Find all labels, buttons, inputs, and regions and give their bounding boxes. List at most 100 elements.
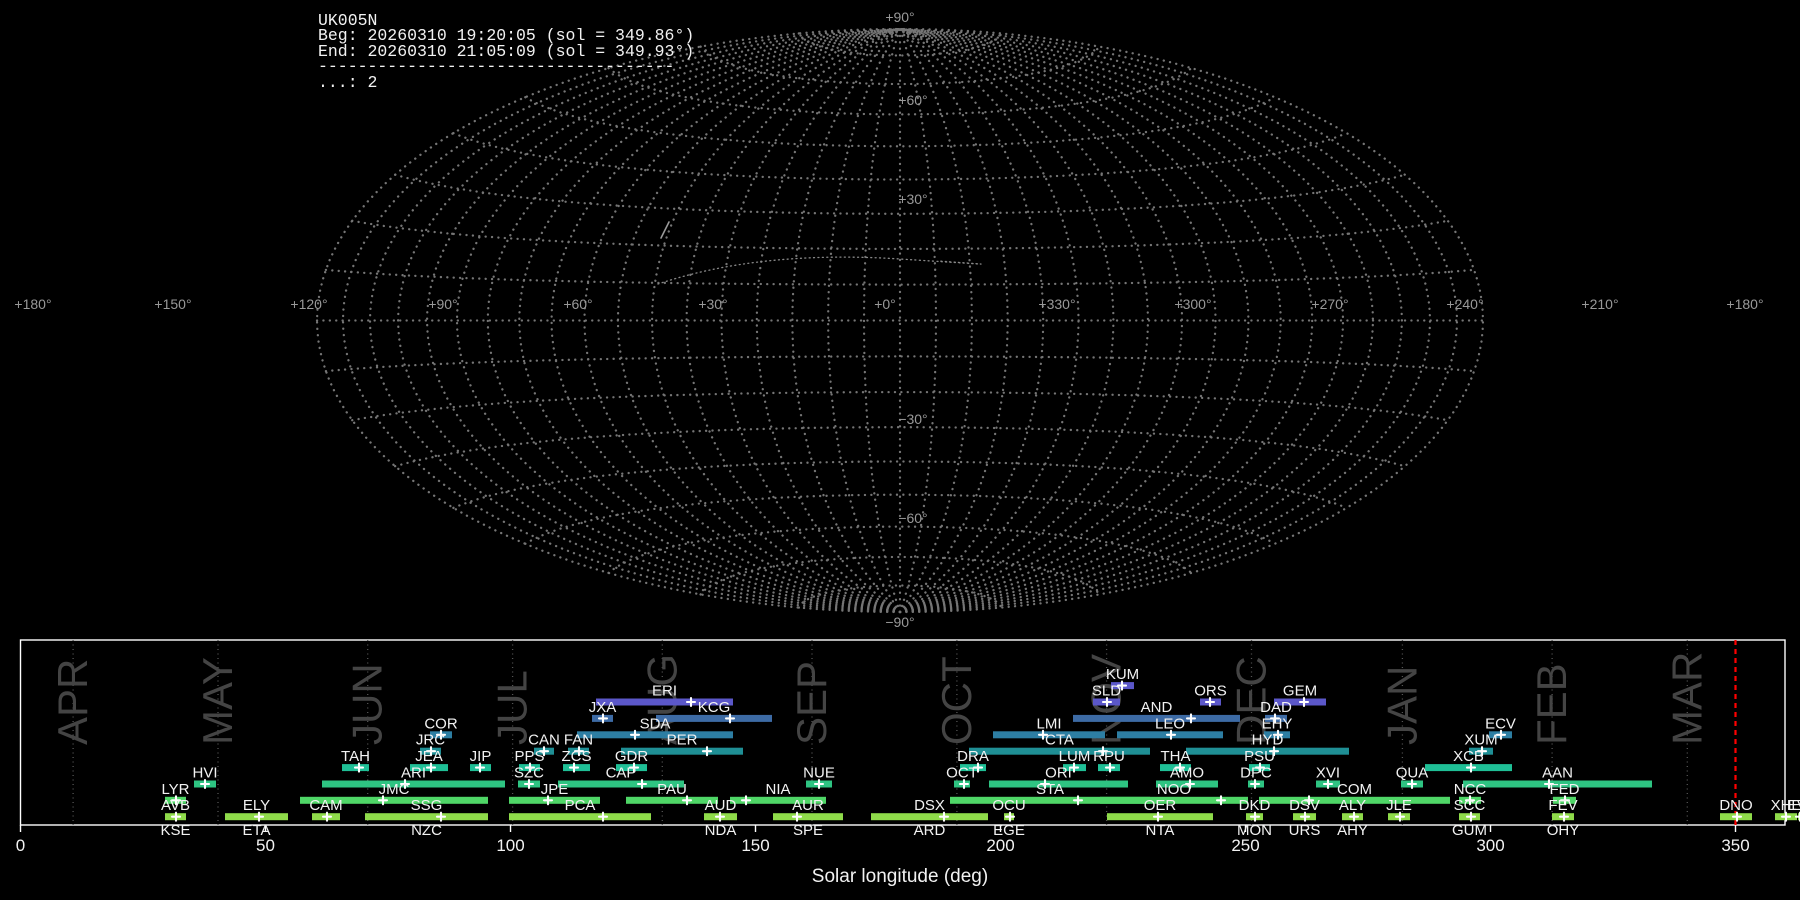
svg-text:SSG: SSG	[411, 797, 443, 814]
svg-text:Solar longitude (deg): Solar longitude (deg)	[812, 866, 988, 887]
svg-text:AND: AND	[1141, 699, 1173, 716]
svg-text:KUM: KUM	[1106, 666, 1139, 683]
svg-text:FEB: FEB	[1528, 663, 1575, 745]
svg-text:URS: URS	[1289, 822, 1321, 839]
svg-text:0: 0	[16, 836, 25, 855]
svg-text:ARI: ARI	[401, 765, 426, 782]
svg-text:150: 150	[741, 836, 769, 855]
svg-text:ELY: ELY	[243, 797, 270, 814]
svg-text:SEP: SEP	[788, 661, 835, 745]
svg-text:DPC: DPC	[1240, 765, 1272, 782]
svg-text:AAN: AAN	[1542, 765, 1573, 782]
svg-text:KCG: KCG	[698, 699, 731, 716]
svg-text:KSE: KSE	[160, 822, 190, 839]
svg-text:ZCS: ZCS	[562, 748, 592, 765]
svg-text:JIP: JIP	[470, 748, 492, 765]
svg-text:NCC: NCC	[1454, 781, 1487, 798]
svg-text:ORI: ORI	[1045, 765, 1072, 782]
svg-text:CAN: CAN	[528, 732, 560, 749]
svg-text:ECV: ECV	[1485, 715, 1516, 732]
svg-text:EGE: EGE	[993, 822, 1025, 839]
svg-text:XCB: XCB	[1453, 748, 1484, 765]
svg-text:SCC: SCC	[1454, 797, 1486, 814]
svg-text:ALY: ALY	[1339, 797, 1366, 814]
svg-text:ORS: ORS	[1194, 683, 1227, 700]
svg-text:CTA: CTA	[1045, 732, 1074, 749]
svg-text:PAU: PAU	[657, 781, 687, 798]
svg-text:AMO: AMO	[1170, 765, 1204, 782]
svg-text:DSX: DSX	[914, 797, 945, 814]
svg-text:PER: PER	[667, 732, 698, 749]
svg-text:LEO: LEO	[1155, 715, 1185, 732]
svg-text:OHY: OHY	[1547, 822, 1580, 839]
svg-text:EHY: EHY	[1262, 715, 1293, 732]
svg-text:STA: STA	[1036, 781, 1064, 798]
svg-text:NTA: NTA	[1146, 822, 1175, 839]
svg-text:SPE: SPE	[793, 822, 823, 839]
svg-text:AVB: AVB	[161, 797, 190, 814]
svg-text:MAY: MAY	[194, 657, 241, 745]
svg-text:RPU: RPU	[1093, 748, 1125, 765]
svg-text:JEA: JEA	[415, 748, 443, 765]
svg-text:PCA: PCA	[565, 797, 596, 814]
svg-text:CAP: CAP	[606, 765, 637, 782]
svg-text:FAN: FAN	[564, 732, 593, 749]
svg-text:100: 100	[496, 836, 524, 855]
svg-text:JPE: JPE	[541, 781, 569, 798]
svg-text:JMC: JMC	[379, 781, 410, 798]
svg-text:NIA: NIA	[765, 781, 790, 798]
svg-text:DAD: DAD	[1260, 699, 1292, 716]
svg-text:ARD: ARD	[914, 822, 946, 839]
svg-text:NUE: NUE	[803, 765, 835, 782]
svg-text:THA: THA	[1161, 748, 1191, 765]
svg-text:SDA: SDA	[640, 715, 671, 732]
svg-text:DKD: DKD	[1239, 797, 1271, 814]
svg-text:AHY: AHY	[1337, 822, 1368, 839]
svg-text:NZC: NZC	[411, 822, 442, 839]
svg-text:PPS: PPS	[514, 748, 544, 765]
svg-text:ETA: ETA	[242, 822, 270, 839]
svg-text:COR: COR	[424, 715, 458, 732]
svg-text:OCT: OCT	[933, 656, 980, 745]
svg-text:GDR: GDR	[615, 748, 649, 765]
svg-text:MAR: MAR	[1663, 652, 1710, 745]
svg-text:FEV: FEV	[1548, 797, 1577, 814]
svg-text:JRC: JRC	[416, 732, 445, 749]
svg-text:APR: APR	[49, 659, 96, 745]
svg-text:HVI: HVI	[192, 765, 217, 782]
svg-text:XUM: XUM	[1464, 732, 1497, 749]
svg-text:GEM: GEM	[1283, 683, 1317, 700]
svg-text:XVI: XVI	[1316, 765, 1340, 782]
svg-text:CAM: CAM	[309, 797, 342, 814]
svg-text:NDA: NDA	[705, 822, 737, 839]
svg-text:DSV: DSV	[1289, 797, 1320, 814]
svg-text:OCU: OCU	[992, 797, 1025, 814]
svg-text:PSU: PSU	[1244, 748, 1275, 765]
svg-text:JAN: JAN	[1378, 666, 1425, 745]
svg-text:MON: MON	[1237, 822, 1272, 839]
svg-text:AUD: AUD	[705, 797, 737, 814]
svg-text:AUR: AUR	[792, 797, 824, 814]
svg-text:COM: COM	[1337, 781, 1372, 798]
svg-text:TAH: TAH	[341, 748, 370, 765]
svg-text:DNO: DNO	[1719, 797, 1752, 814]
svg-text:ERI: ERI	[652, 683, 677, 700]
svg-text:GUM: GUM	[1452, 822, 1487, 839]
svg-text:JLE: JLE	[1386, 797, 1412, 814]
svg-text:OCT: OCT	[946, 765, 978, 782]
svg-text:OER: OER	[1144, 797, 1177, 814]
svg-text:DRA: DRA	[957, 748, 989, 765]
svg-text:JUN: JUN	[344, 663, 391, 745]
svg-text:LMI: LMI	[1036, 715, 1061, 732]
svg-text:LUM: LUM	[1059, 748, 1091, 765]
svg-text:FED: FED	[1550, 781, 1580, 798]
svg-text:QUA: QUA	[1396, 765, 1429, 782]
svg-text:SZC: SZC	[514, 765, 544, 782]
svg-text:JXA: JXA	[589, 699, 617, 716]
svg-text:HYD: HYD	[1252, 732, 1284, 749]
svg-text:NOO: NOO	[1157, 781, 1191, 798]
svg-text:350: 350	[1721, 836, 1749, 855]
svg-text:EVI: EVI	[1787, 797, 1800, 814]
svg-text:SLD: SLD	[1092, 683, 1121, 700]
svg-text:LYR: LYR	[161, 781, 189, 798]
